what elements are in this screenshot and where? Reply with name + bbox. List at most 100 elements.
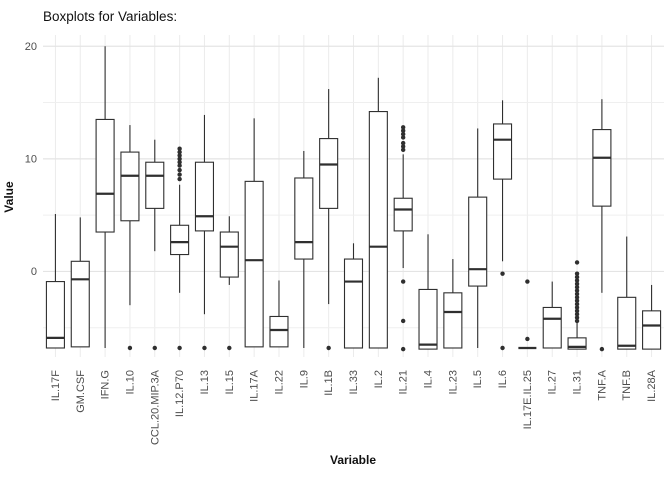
box-iqr xyxy=(120,151,140,222)
outlier-point xyxy=(525,336,530,342)
outlier-point xyxy=(177,163,182,168)
outlier-point xyxy=(202,345,207,351)
x-tick-label: IFN.G xyxy=(100,370,112,399)
x-tick-label: IL.2 xyxy=(373,370,385,388)
outlier-point xyxy=(326,345,331,351)
boxplot-IL.22: IL.22 xyxy=(269,280,289,394)
x-tick-label: IL.17E.IL.25 xyxy=(522,370,534,429)
boxplot-IL.33: IL.33 xyxy=(343,243,364,394)
boxplot-IL.17A: IL.17A xyxy=(244,118,264,402)
x-tick-label: IL.17F xyxy=(50,370,62,401)
outlier-point xyxy=(400,144,406,149)
boxplot-IL.13: IL.13 xyxy=(194,114,215,394)
boxplot-CCL.20.MIP.3A: CCL.20.MIP.3A xyxy=(145,139,165,445)
box-iqr xyxy=(294,177,314,260)
x-tick-label: IL.22 xyxy=(273,370,285,394)
x-tick-label: IL.28A xyxy=(646,369,658,401)
outlier-point xyxy=(400,128,406,133)
outlier-point xyxy=(152,345,157,351)
outlier-point xyxy=(400,131,406,137)
x-axis-title: Variable xyxy=(329,453,377,467)
box-iqr xyxy=(45,281,65,349)
outlier-point xyxy=(400,140,406,146)
outlier-point xyxy=(574,260,580,265)
boxplot-IL.17F: IL.17F xyxy=(45,214,65,401)
box-iqr xyxy=(219,231,239,278)
boxplot-IL.10: IL.10 xyxy=(120,125,140,394)
box-iqr xyxy=(468,196,488,287)
x-tick-label: IL.9 xyxy=(298,370,310,388)
box-iqr xyxy=(443,292,463,349)
boxplot-IL.28A: IL.28A xyxy=(642,284,662,402)
outlier-point xyxy=(400,279,406,284)
boxplot-IL.1B: IL.1B xyxy=(319,89,339,396)
x-tick-label: IL.5 xyxy=(472,370,484,388)
y-tick-label: 10 xyxy=(25,153,37,165)
box-iqr xyxy=(343,258,364,349)
y-tick-label: 0 xyxy=(31,266,37,278)
outlier-point xyxy=(574,284,580,290)
x-tick-label: IL.6 xyxy=(497,370,509,388)
box-iqr xyxy=(393,197,413,232)
box-iqr xyxy=(244,180,264,348)
outlier-point xyxy=(400,318,406,324)
x-tick-label: IL.23 xyxy=(447,370,459,394)
box-iqr xyxy=(170,224,190,256)
outlier-point xyxy=(177,167,182,173)
outlier-point xyxy=(574,274,580,280)
x-tick-label: IL.13 xyxy=(199,370,211,394)
outlier-point xyxy=(177,153,182,158)
outlier-point xyxy=(599,346,605,352)
outlier-point xyxy=(500,271,505,276)
box-iqr xyxy=(492,123,513,180)
outlier-point xyxy=(574,318,580,324)
outlier-point xyxy=(574,281,580,287)
box-iqr xyxy=(542,306,562,349)
outlier-point xyxy=(127,345,133,351)
outlier-point xyxy=(177,172,182,177)
box-iqr xyxy=(567,337,587,350)
box-iqr xyxy=(70,260,90,348)
x-tick-label: IL.17A xyxy=(249,369,261,401)
boxplot-IL.12.P70: IL.12.P70 xyxy=(170,146,190,417)
x-tick-label: GM.CSF xyxy=(75,370,87,413)
outlier-point xyxy=(574,315,580,320)
boxplot-IL.15: IL.15 xyxy=(219,216,239,394)
x-tick-label: IL.15 xyxy=(224,370,236,394)
outlier-point xyxy=(177,176,182,182)
outlier-point xyxy=(177,160,182,165)
box-iqr xyxy=(269,315,289,348)
outlier-point xyxy=(400,135,406,140)
box-iqr xyxy=(319,138,339,209)
boxplot-GM.CSF: GM.CSF xyxy=(70,217,90,413)
outlier-point xyxy=(574,271,580,276)
outlier-point xyxy=(500,345,505,351)
boxplot-IL.23: IL.23 xyxy=(443,259,463,394)
box-iqr xyxy=(145,161,165,209)
box-iqr xyxy=(642,310,662,350)
outlier-point xyxy=(177,156,182,162)
x-tick-label: IL.27 xyxy=(547,370,559,394)
box-iqr xyxy=(95,118,115,233)
boxplot-TNF.B: TNF.B xyxy=(617,236,637,401)
boxplot-IL.27: IL.27 xyxy=(542,281,562,394)
boxplot-IFN.G: IFN.G xyxy=(95,46,115,399)
boxplot-IL.9: IL.9 xyxy=(294,150,314,388)
outlier-point xyxy=(574,278,580,283)
outlier-point xyxy=(574,312,580,317)
outlier-point xyxy=(400,125,406,130)
boxplot-IL.17E.IL.25: IL.17E.IL.25 xyxy=(518,279,537,429)
outlier-point xyxy=(574,305,580,310)
x-tick-label: TNF.B xyxy=(621,370,633,401)
box-iqr xyxy=(368,111,388,349)
outlier-point xyxy=(400,346,406,352)
box-iqr xyxy=(194,161,215,232)
outlier-point xyxy=(574,291,580,297)
box-iqr xyxy=(418,288,438,350)
boxplot-TNF.A: TNF.A xyxy=(592,99,612,401)
x-tick-label: TNF.A xyxy=(596,369,608,400)
boxplot-IL.31: IL.31 xyxy=(567,260,587,394)
x-tick-label: IL.31 xyxy=(572,370,584,394)
x-tick-label: IL.1B xyxy=(323,370,335,396)
